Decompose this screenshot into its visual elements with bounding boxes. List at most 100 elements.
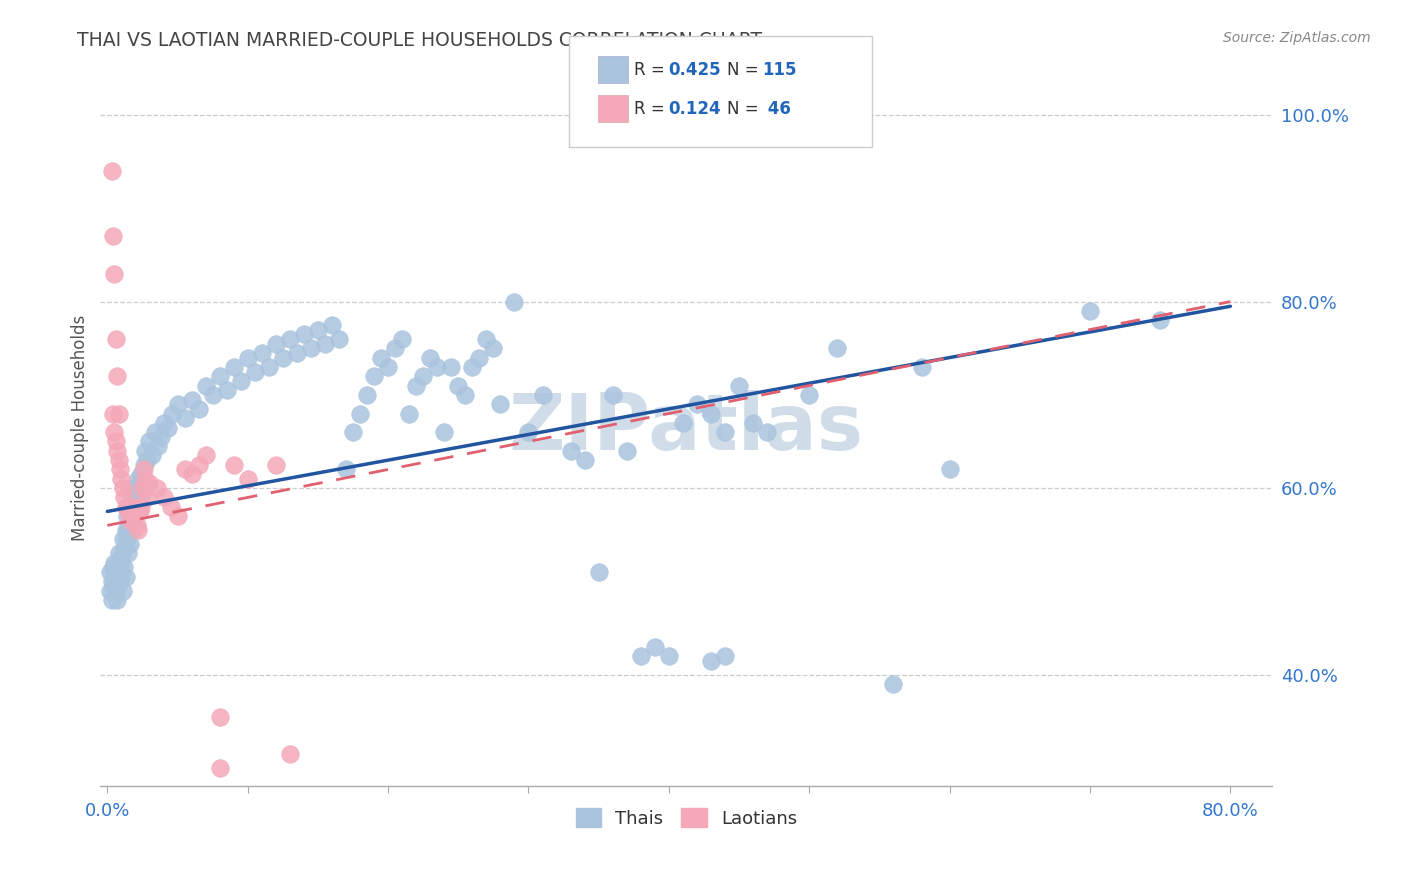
- Point: [1078, 304, 1101, 318]
- Point: [482, 341, 505, 355]
- Point: [128, 476, 150, 491]
- Point: [440, 359, 463, 374]
- Point: [129, 500, 152, 514]
- Text: 0.124: 0.124: [668, 100, 720, 118]
- Text: 115: 115: [762, 61, 797, 78]
- Point: [250, 346, 273, 360]
- Point: [194, 378, 217, 392]
- Point: [105, 593, 128, 607]
- Point: [104, 583, 127, 598]
- Point: [114, 523, 136, 537]
- Point: [243, 365, 266, 379]
- Point: [454, 388, 477, 402]
- Point: [236, 351, 259, 365]
- Point: [461, 359, 484, 374]
- Point: [517, 425, 540, 439]
- Point: [127, 523, 149, 537]
- Point: [117, 504, 139, 518]
- Point: [124, 500, 146, 514]
- Point: [118, 537, 141, 551]
- Point: [335, 462, 357, 476]
- Point: [159, 500, 181, 514]
- Point: [124, 481, 146, 495]
- Point: [117, 523, 139, 537]
- Point: [125, 518, 148, 533]
- Point: [103, 425, 125, 439]
- Point: [827, 341, 849, 355]
- Point: [152, 416, 174, 430]
- Point: [152, 491, 174, 505]
- Text: R =: R =: [634, 61, 671, 78]
- Point: [103, 556, 125, 570]
- Point: [271, 351, 294, 365]
- Point: [686, 397, 709, 411]
- Point: [173, 411, 195, 425]
- Point: [173, 462, 195, 476]
- Point: [160, 407, 183, 421]
- Point: [398, 407, 420, 421]
- Point: [100, 574, 122, 589]
- Point: [405, 378, 427, 392]
- Point: [110, 472, 132, 486]
- Point: [156, 420, 179, 434]
- Point: [104, 565, 127, 579]
- Point: [257, 359, 280, 374]
- Text: 0.425: 0.425: [668, 61, 720, 78]
- Point: [115, 500, 138, 514]
- Point: [236, 472, 259, 486]
- Point: [143, 425, 166, 439]
- Point: [349, 407, 371, 421]
- Point: [104, 434, 127, 449]
- Point: [602, 388, 624, 402]
- Point: [426, 359, 449, 374]
- Point: [278, 332, 301, 346]
- Point: [114, 500, 136, 514]
- Point: [101, 407, 124, 421]
- Point: [128, 504, 150, 518]
- Point: [1149, 313, 1171, 327]
- Point: [363, 369, 385, 384]
- Point: [503, 294, 526, 309]
- Point: [107, 453, 129, 467]
- Y-axis label: Married-couple Households: Married-couple Households: [72, 314, 89, 541]
- Text: 46: 46: [762, 100, 792, 118]
- Point: [728, 378, 751, 392]
- Point: [105, 579, 128, 593]
- Point: [120, 518, 142, 533]
- Point: [111, 533, 134, 547]
- Point: [166, 509, 188, 524]
- Text: N =: N =: [727, 100, 763, 118]
- Point: [105, 369, 128, 384]
- Point: [714, 425, 737, 439]
- Point: [111, 583, 134, 598]
- Point: [700, 654, 723, 668]
- Point: [125, 491, 148, 505]
- Point: [132, 458, 155, 472]
- Point: [141, 449, 163, 463]
- Point: [180, 467, 202, 482]
- Point: [149, 430, 172, 444]
- Text: N =: N =: [727, 61, 763, 78]
- Point: [391, 332, 413, 346]
- Point: [433, 425, 456, 439]
- Point: [299, 341, 322, 355]
- Point: [112, 491, 135, 505]
- Point: [264, 458, 287, 472]
- Point: [131, 485, 153, 500]
- Point: [187, 401, 209, 416]
- Point: [98, 565, 121, 579]
- Point: [468, 351, 491, 365]
- Point: [118, 514, 141, 528]
- Point: [121, 500, 143, 514]
- Point: [108, 556, 131, 570]
- Text: Source: ZipAtlas.com: Source: ZipAtlas.com: [1223, 31, 1371, 45]
- Text: R =: R =: [634, 100, 671, 118]
- Point: [187, 458, 209, 472]
- Point: [882, 677, 904, 691]
- Point: [714, 648, 737, 663]
- Point: [377, 359, 399, 374]
- Point: [100, 593, 122, 607]
- Point: [100, 164, 122, 178]
- Point: [101, 579, 124, 593]
- Point: [103, 570, 125, 584]
